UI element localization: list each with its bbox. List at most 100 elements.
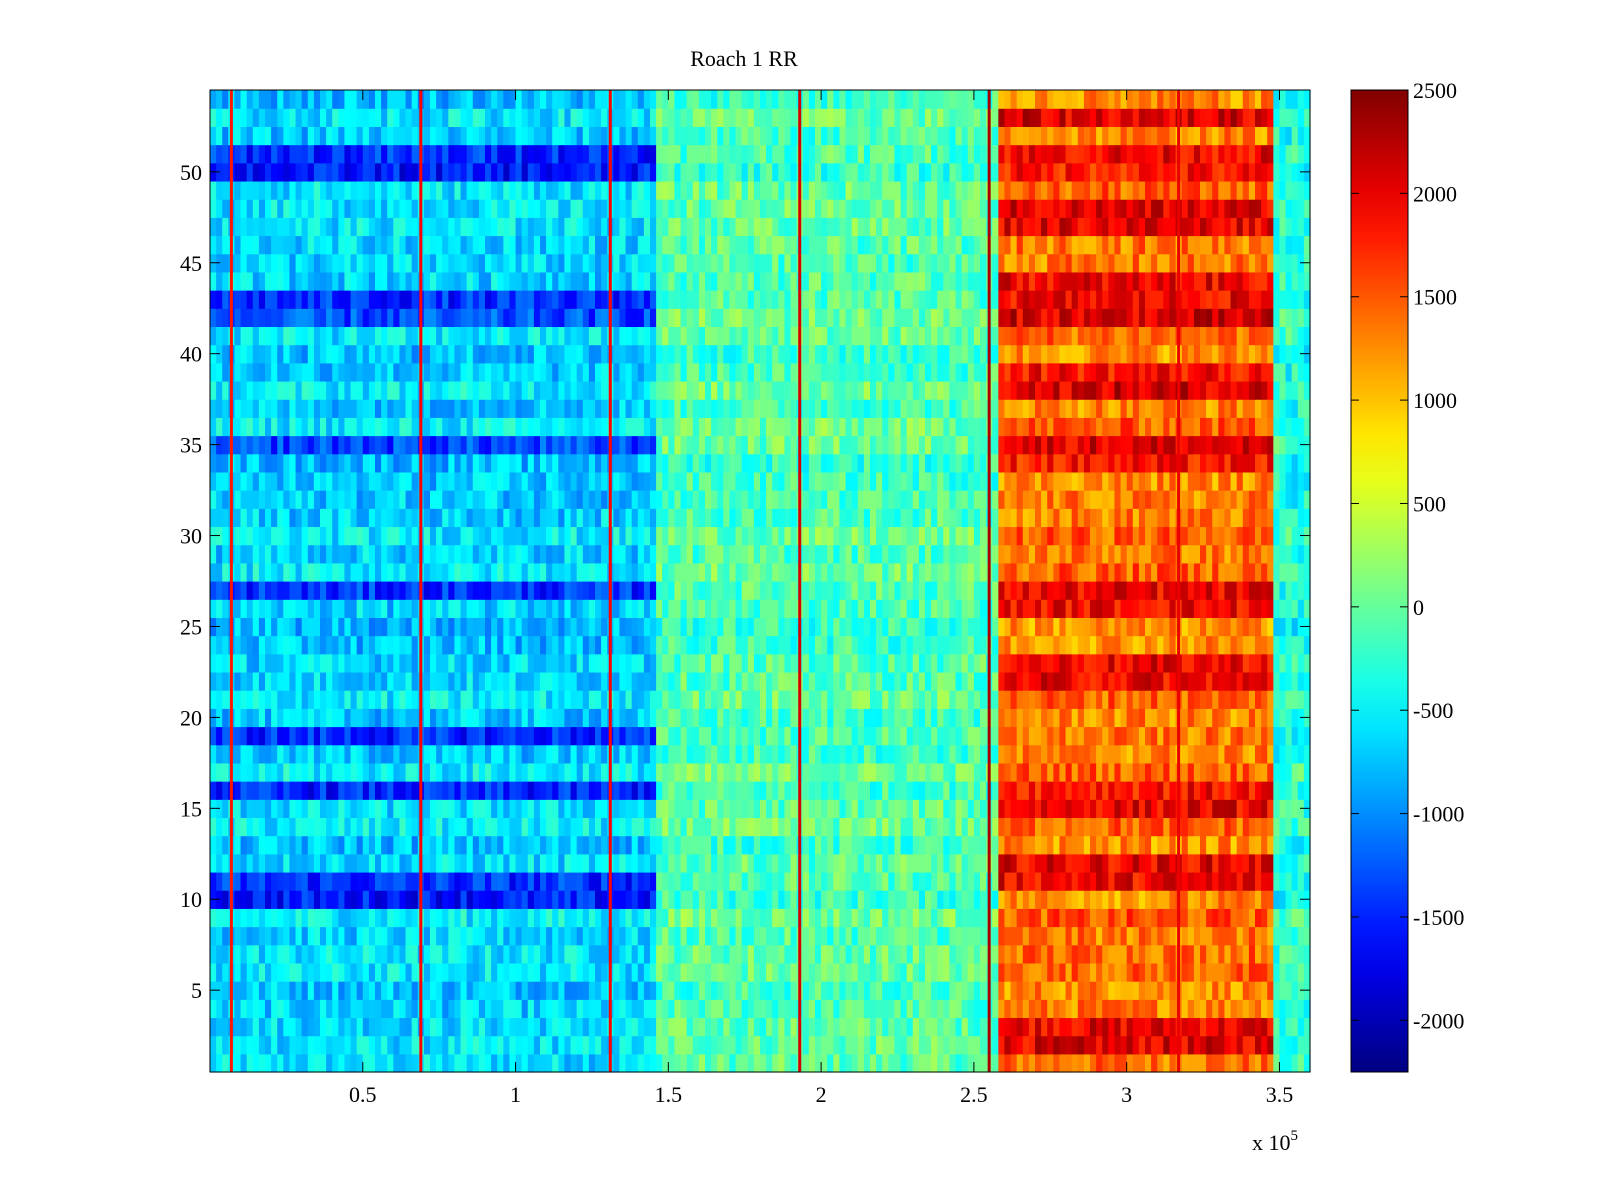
heatmap-cell [1163, 835, 1171, 855]
heatmap-cell [643, 690, 651, 709]
heatmap-cell [564, 890, 572, 909]
heatmap-cell [368, 690, 376, 709]
heatmap-cell [900, 617, 908, 637]
heatmap-cell [411, 653, 419, 673]
heatmap-cell [320, 1017, 327, 1037]
heatmap-cell [772, 871, 779, 891]
heatmap-cell [1255, 962, 1262, 982]
heatmap-cell [766, 671, 773, 691]
heatmap-cell [393, 817, 401, 837]
heatmap-cell [350, 762, 358, 782]
heatmap-cell [1065, 762, 1073, 782]
heatmap-cell [717, 1053, 724, 1073]
heatmap-cell [1035, 1035, 1042, 1055]
heatmap-cell [692, 799, 700, 819]
heatmap-cell [460, 926, 468, 946]
heatmap-cell [943, 781, 951, 800]
heatmap-cell [625, 944, 633, 964]
heatmap-cell [918, 708, 926, 728]
heatmap-cell [1138, 671, 1146, 691]
heatmap-cell [1187, 599, 1195, 618]
heatmap-cell [258, 981, 266, 1000]
heatmap-cell [845, 762, 853, 782]
heatmap-cell [442, 871, 449, 891]
heatmap-cell [1285, 1035, 1293, 1055]
heatmap-cell [1285, 762, 1293, 782]
heatmap-cell [833, 762, 841, 782]
heatmap-cell [845, 708, 853, 728]
heatmap-cell [1273, 1017, 1281, 1037]
heatmap-cell [668, 744, 676, 764]
heatmap-cell [784, 908, 792, 928]
heatmap-cell [808, 653, 816, 673]
heatmap-cell [961, 617, 969, 637]
heatmap-cell [540, 744, 547, 764]
heatmap-cell [1120, 908, 1128, 928]
heatmap-cell [454, 981, 462, 1000]
heatmap-cell [540, 617, 547, 637]
heatmap-cell [998, 999, 1006, 1019]
heatmap-cell [790, 853, 798, 873]
heatmap-cell [338, 690, 346, 709]
heatmap-cell [1126, 799, 1134, 819]
heatmap-cell [1120, 981, 1128, 1000]
heatmap-cell [1035, 744, 1042, 764]
heatmap-cell [692, 835, 700, 855]
heatmap-cell [1010, 799, 1018, 819]
heatmap-cell [1267, 962, 1274, 982]
heatmap-cell [491, 599, 498, 618]
heatmap-cell [900, 926, 908, 946]
heatmap-cell [857, 926, 865, 946]
heatmap-cell [1206, 653, 1213, 673]
heatmap-cell [1242, 871, 1250, 891]
heatmap-cell [552, 944, 559, 964]
heatmap-cell [387, 762, 394, 782]
heatmap-cell [778, 599, 786, 618]
heatmap-cell [778, 835, 786, 855]
heatmap-cell [582, 908, 590, 928]
heatmap-cell [747, 744, 755, 764]
heatmap-cell [802, 835, 810, 855]
heatmap-cell [1145, 1017, 1152, 1037]
heatmap-cell [766, 562, 773, 582]
heatmap-cell [570, 835, 578, 855]
heatmap-cell [1285, 635, 1293, 655]
heatmap-cell [668, 726, 676, 746]
heatmap-cell [503, 962, 511, 982]
heatmap-cell [1035, 581, 1042, 600]
heatmap-cell [980, 1035, 987, 1055]
heatmap-cell [802, 1017, 810, 1037]
heatmap-cell [271, 926, 278, 946]
heatmap-cell [925, 817, 932, 837]
heatmap-cell [588, 944, 596, 964]
heatmap-cell [992, 690, 999, 709]
heatmap-cell [784, 981, 792, 1000]
heatmap-cell [839, 635, 847, 655]
heatmap-cell [766, 762, 773, 782]
heatmap-cell [1096, 1053, 1103, 1073]
heatmap-cell [1291, 999, 1299, 1019]
heatmap-cell [289, 799, 297, 819]
heatmap-cell [967, 1053, 975, 1073]
heatmap-cell [1077, 581, 1085, 600]
heatmap-cell [295, 926, 303, 946]
heatmap-cell [527, 890, 535, 909]
heatmap-cell [894, 1053, 902, 1073]
heatmap-cell [436, 799, 443, 819]
heatmap-cell [540, 817, 547, 837]
heatmap-cell [1138, 781, 1146, 800]
heatmap-cell [283, 635, 291, 655]
heatmap-cell [882, 781, 889, 800]
heatmap-cell [436, 835, 443, 855]
heatmap-cell [491, 835, 498, 855]
heatmap-cell [1035, 708, 1042, 728]
heatmap-cell [1248, 762, 1256, 782]
heatmap-cell [668, 599, 676, 618]
heatmap-cell [356, 708, 364, 728]
heatmap-cell [961, 817, 969, 837]
heatmap-cell [1145, 690, 1152, 709]
heatmap-cell [967, 871, 975, 891]
heatmap-cell [399, 871, 407, 891]
heatmap-cell [576, 653, 584, 673]
heatmap-cell [766, 871, 773, 891]
